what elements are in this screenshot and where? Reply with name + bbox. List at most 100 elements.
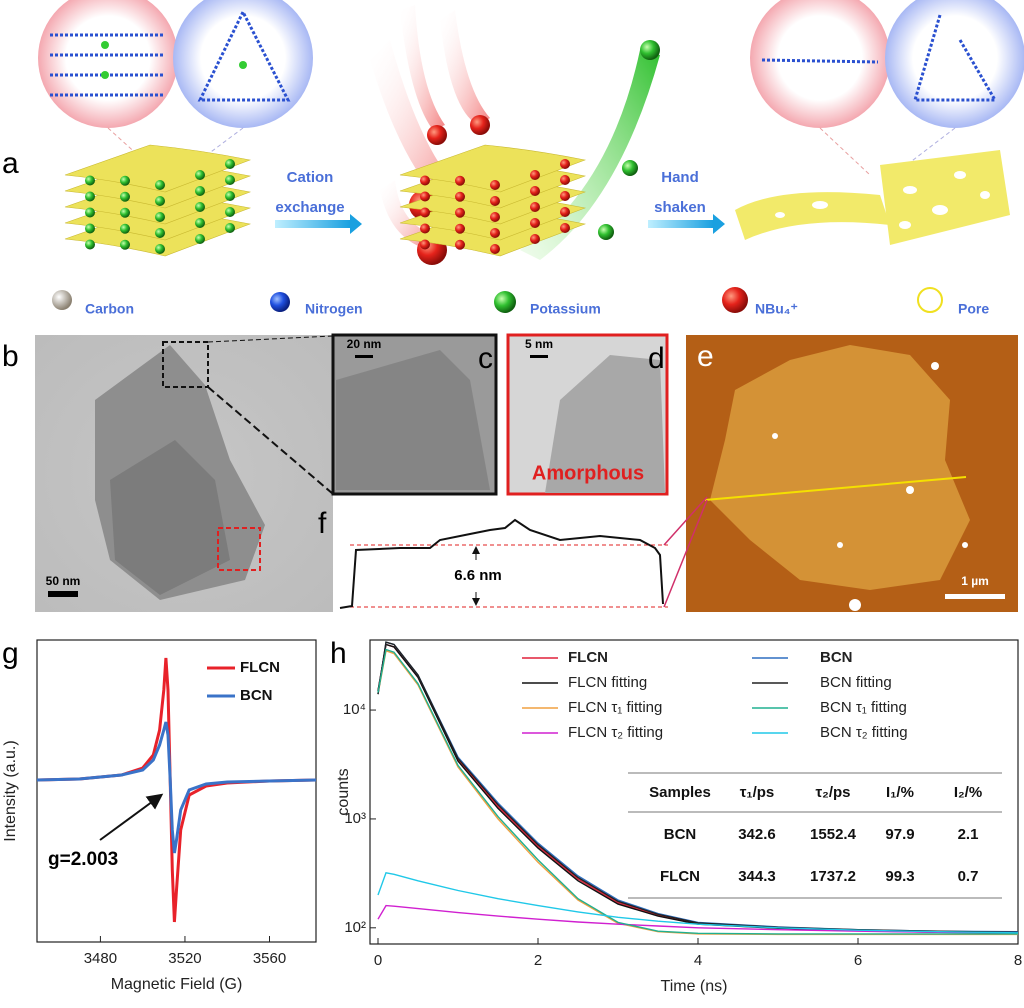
legend-label: FLCN τ₁ fitting bbox=[568, 699, 662, 716]
schematic-part bbox=[64, 144, 587, 257]
table-cell: 97.9 bbox=[885, 826, 914, 843]
ion bbox=[455, 207, 465, 218]
tem-image-part bbox=[355, 355, 373, 358]
ion bbox=[85, 207, 95, 218]
scale-label: 50 nm bbox=[46, 574, 81, 588]
ion bbox=[530, 170, 540, 180]
table-cell: BCN bbox=[664, 826, 697, 843]
afm-image bbox=[686, 335, 1018, 612]
annotation: 6.6 nm bbox=[454, 567, 502, 584]
ion bbox=[530, 218, 540, 228]
annotation-arrow bbox=[99, 793, 164, 841]
tem-image-part bbox=[217, 527, 261, 571]
schematic-part bbox=[275, 220, 350, 228]
annotation: Amorphous bbox=[532, 462, 644, 484]
ion bbox=[155, 244, 165, 254]
x-axis-label: Magnetic Field (G) bbox=[111, 976, 243, 993]
table-cell: 342.6 bbox=[738, 826, 776, 843]
x-tick-label: 0 bbox=[374, 952, 382, 969]
scale-label: 20 nm bbox=[347, 337, 382, 351]
tem-image-part bbox=[336, 350, 490, 490]
y-tick-label: 10³ bbox=[344, 810, 366, 827]
panel-label: e bbox=[697, 340, 714, 373]
ion bbox=[155, 196, 165, 206]
plot-frame bbox=[36, 639, 317, 943]
schematic-part bbox=[427, 125, 447, 145]
legend-text: Carbon bbox=[85, 301, 134, 317]
schematic-part-part bbox=[819, 127, 871, 176]
schematic-part bbox=[917, 287, 943, 313]
panel-label: d bbox=[648, 342, 665, 375]
tem-image-part bbox=[48, 591, 78, 597]
schematic-part-part bbox=[954, 171, 966, 179]
layer-sheet bbox=[64, 144, 252, 193]
schematic-part bbox=[470, 115, 490, 135]
schematic-part-part bbox=[761, 58, 879, 64]
afm-image-part-part bbox=[849, 599, 861, 611]
schematic-part bbox=[750, 0, 890, 128]
step-text: Cation bbox=[287, 169, 334, 186]
table-cell: 1552.4 bbox=[810, 826, 857, 843]
ion bbox=[490, 212, 500, 222]
ion bbox=[155, 212, 165, 222]
ion bbox=[455, 239, 465, 250]
panel-label: f bbox=[318, 507, 327, 540]
schematic-part bbox=[52, 290, 72, 310]
schematic-part bbox=[735, 192, 890, 240]
charts: 3480 3520 3560 Magnetic Field (G) Intensity … bbox=[2, 639, 1022, 995]
schematic-part bbox=[640, 40, 660, 60]
ion bbox=[420, 223, 430, 234]
ion bbox=[120, 191, 130, 202]
ion bbox=[530, 202, 540, 212]
legend-text: Pore bbox=[958, 301, 989, 317]
series-line bbox=[36, 721, 317, 854]
y-axis-label: counts bbox=[335, 768, 352, 815]
x-tick-label: 8 bbox=[1014, 952, 1022, 969]
tem-image-part bbox=[545, 355, 665, 493]
schematic-part bbox=[440, 10, 490, 125]
height-profile bbox=[339, 496, 708, 609]
schematic-part bbox=[239, 61, 247, 69]
schematic-part bbox=[648, 220, 713, 228]
table-header: τ₁/ps bbox=[740, 784, 775, 801]
tem-image-part bbox=[530, 355, 548, 358]
schematic-part-part bbox=[197, 11, 291, 102]
ion bbox=[195, 202, 205, 212]
schematic-part-part bbox=[980, 191, 990, 199]
schematic-part bbox=[270, 292, 290, 312]
tem-image bbox=[35, 333, 669, 612]
legend-label: FLCN bbox=[568, 649, 608, 666]
layer-sheet bbox=[399, 144, 587, 193]
y-axis-label: Intensity (a.u.) bbox=[2, 740, 19, 841]
panel-label: a bbox=[2, 147, 19, 180]
tem-image-part bbox=[162, 341, 209, 388]
legend-label: BCN τ₁ fitting bbox=[820, 699, 907, 716]
ion bbox=[490, 196, 500, 206]
legend-text: NBu₄⁺ bbox=[755, 301, 798, 317]
table-cell: 99.3 bbox=[885, 868, 914, 885]
schematic-part bbox=[520, 50, 660, 260]
ion bbox=[85, 191, 95, 202]
ion bbox=[225, 159, 235, 169]
ion bbox=[120, 239, 130, 250]
x-tick-label: 3560 bbox=[253, 950, 286, 967]
schematic-part bbox=[38, 0, 178, 128]
x-tick-label: 4 bbox=[694, 952, 702, 969]
ion bbox=[455, 191, 465, 202]
afm-image-part-part bbox=[906, 486, 914, 494]
schematic-part-part bbox=[775, 212, 785, 218]
ion bbox=[120, 207, 130, 218]
tem-image-part bbox=[110, 440, 230, 595]
legend-label: FLCN fitting bbox=[568, 674, 647, 691]
legend-label: BCN fitting bbox=[820, 674, 892, 691]
step-text: Hand bbox=[661, 169, 699, 186]
x-tick-label: 2 bbox=[534, 952, 542, 969]
ion bbox=[85, 223, 95, 234]
ion bbox=[530, 234, 540, 244]
ion bbox=[420, 175, 430, 186]
annotation: g=2.003 bbox=[48, 849, 118, 870]
afm-image-part-part bbox=[837, 542, 843, 548]
table-cell: 344.3 bbox=[738, 868, 776, 885]
y-tick-label: 10⁴ bbox=[343, 701, 366, 718]
